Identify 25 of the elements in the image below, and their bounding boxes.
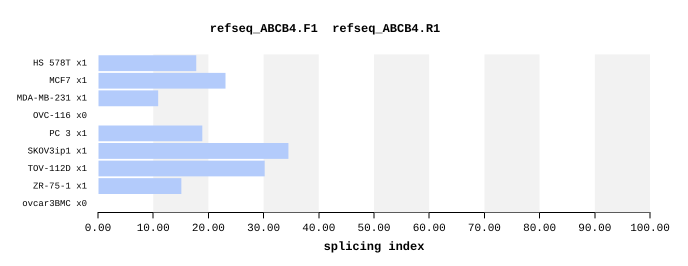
x-tick-label: 30.00 [247,222,280,235]
x-tick-label: 100.00 [630,222,670,235]
bar [98,55,196,72]
y-tick-label: MDA-MB-231 x1 [16,94,87,104]
x-tick-label: 0.00 [84,222,112,235]
x-tick-label: 70.00 [468,222,501,235]
y-tick-label: MCF7 x1 [49,76,87,86]
bar [98,72,226,89]
bar [98,90,158,106]
x-tick-label: 80.00 [523,222,556,235]
y-tick-label: OVC-116 x0 [32,111,87,122]
x-axis-title: splicing index [324,240,424,254]
x-tick-label: 20.00 [192,222,225,235]
y-tick-label: ovcar3BMC x0 [22,199,87,210]
y-tick-label: ZR-75-1 x1 [32,181,87,192]
y-tick-label: PC 3 x1 [49,128,87,139]
y-tick-label: SKOV3ip1 x1 [28,146,87,156]
chart-title: refseq_ABCB4.F1 refseq_ABCB4.R1 [210,22,440,36]
x-tick-label: 60.00 [412,222,446,235]
x-tick-label: 10.00 [136,222,170,235]
x-tick-label: 90.00 [578,222,612,235]
x-tick-label: 50.00 [357,222,391,235]
x-tick-label: 40.00 [302,222,336,235]
y-tick-label: HS 578T x1 [32,58,87,69]
y-tick-label: TOV-112D x1 [28,164,87,174]
